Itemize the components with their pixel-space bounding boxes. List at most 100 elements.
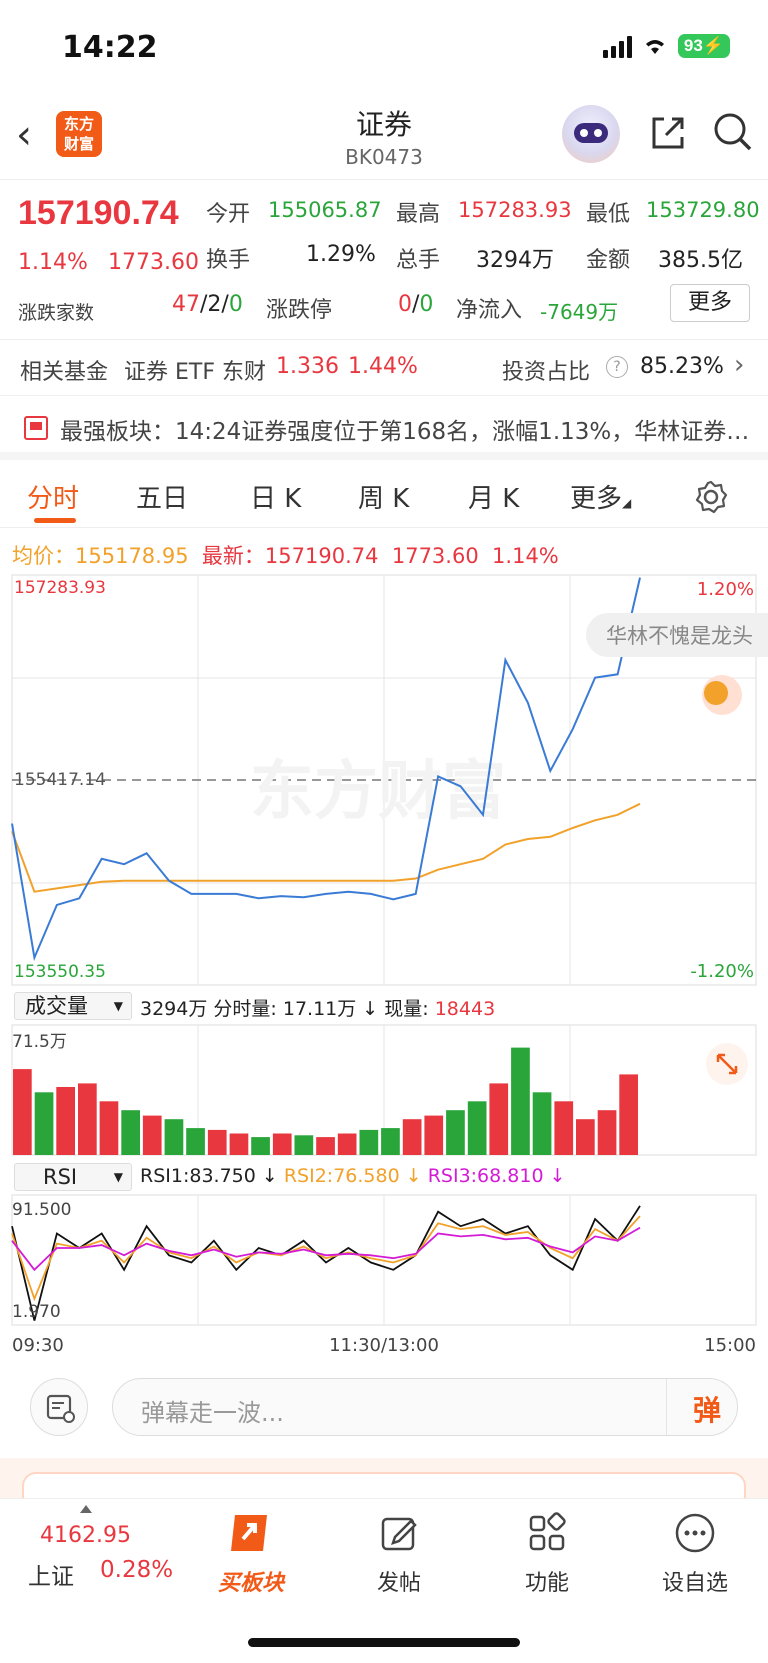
chevron-right-icon[interactable]: › (734, 350, 745, 380)
status-icons: 93⚡ (602, 34, 730, 58)
volume-bar (121, 1110, 140, 1155)
tab-daily-k[interactable]: 日 K (250, 484, 302, 514)
page-title: 证券 (355, 108, 412, 141)
tab-post[interactable]: 发帖 (344, 1511, 454, 1597)
volume-bar (99, 1101, 119, 1155)
home-indicator (248, 1638, 520, 1647)
more-circle-icon (675, 1513, 715, 1553)
rsi2-line (11, 1215, 641, 1302)
x-start-label: 09:30 (12, 1335, 64, 1356)
volume-bar (381, 1128, 400, 1155)
limit-values: 0/0 (398, 292, 434, 317)
edit-icon (381, 1517, 417, 1551)
volume-bar (424, 1115, 444, 1155)
volume-bar (56, 1087, 75, 1155)
volume-bar (142, 1115, 162, 1155)
nav-bar: ‹ 东方 财富 证券 BK0473 (0, 95, 768, 180)
volume-bar (251, 1137, 270, 1155)
robot-avatar[interactable] (562, 105, 620, 163)
intraday-chart[interactable]: 东方财富 157283.93 155417.14 153550.35 1.20%… (0, 573, 768, 1363)
related-fund-row[interactable]: 相关基金 证券 ETF 东财 1.336 1.44% 投资占比 ? 85.23%… (0, 340, 768, 396)
wifi-icon (645, 40, 664, 54)
signal-icon (602, 34, 632, 58)
danmu-bubble[interactable] (586, 613, 768, 657)
up-flat-down: 47/2/0 (172, 292, 243, 317)
vol-max-label: 71.5万 (12, 1032, 67, 1052)
rsi-header: RSI ▼ RSI1:83.750 ↓ RSI2:76.580 ↓ RSI3:68… (12, 1161, 756, 1193)
rank-icon (24, 416, 48, 440)
promo-card (0, 1458, 768, 1512)
amount-value: 385.5亿 (658, 248, 743, 273)
search-icon[interactable] (712, 111, 754, 153)
high-label: 最高 (396, 202, 441, 227)
banner-text: 最强板块：14:24证券强度位于第168名，涨幅1.13%，华林证券涨幅居前 (60, 419, 750, 445)
more-button[interactable]: 更多 (670, 284, 750, 322)
y-bottom-label: 153550.35 (14, 962, 106, 982)
tab-weekly-k[interactable]: 周 K (358, 484, 410, 514)
volume-header: 成交量 ▼ 3294万 分时量: 17.11万 ↓ 现量: 18443 (12, 990, 756, 1022)
volume-bar (229, 1133, 249, 1155)
volume-bar (511, 1047, 530, 1155)
volume-bar (619, 1074, 638, 1155)
volume-bar (554, 1101, 574, 1155)
tab-five-day[interactable]: 五日 (136, 484, 189, 514)
volume-bar (186, 1128, 205, 1155)
buy-sector-icon (231, 1515, 267, 1551)
low-value: 153729.80 (646, 198, 760, 222)
ratio-value: 85.23% (640, 354, 724, 379)
help-icon[interactable]: ? (606, 356, 628, 378)
pct-top-label: 1.20% (697, 579, 754, 600)
fund-pct: 1.44% (348, 354, 418, 379)
danmu-settings-icon[interactable] (30, 1378, 88, 1436)
gear-icon[interactable] (694, 480, 728, 514)
high-value: 157283.93 (458, 198, 572, 222)
inflow-value: -7649万 (540, 300, 619, 324)
bottom-tab-bar: 4162.95 上证 0.28% 买板块 发帖 功能 设自选 (0, 1498, 768, 1663)
indicator-dropdown-volume[interactable]: 成交量 ▼ (14, 992, 132, 1020)
ratio-label: 投资占比 (502, 360, 591, 385)
danmu-input-row: 弹幕走一波... 弹 (0, 1360, 768, 1460)
tab-underline (34, 518, 76, 523)
index-name[interactable]: 上证 (28, 1564, 74, 1590)
rsi3-line (11, 1226, 641, 1272)
pct-bottom-label: -1.20% (690, 961, 754, 982)
y-mid-label: 155417.14 (14, 770, 106, 790)
x-mid-label: 11:30/13:00 (329, 1335, 439, 1356)
danmu-send-button[interactable]: 弹 (692, 1394, 721, 1427)
change-value: 1773.60 (108, 250, 199, 275)
volume-bar (467, 1101, 487, 1155)
strongest-sector-banner[interactable]: 最强板块：14:24证券强度位于第168名，涨幅1.13%，华林证券涨幅居前 (0, 396, 768, 460)
back-icon[interactable]: ‹ (16, 112, 32, 158)
tab-monthly-k[interactable]: 月 K (468, 484, 520, 514)
indicator-dropdown-rsi[interactable]: RSI ▼ (14, 1163, 132, 1191)
volume-bar (78, 1083, 97, 1155)
open-value: 155065.87 (268, 198, 382, 222)
volume-bar (34, 1092, 54, 1155)
danmu-input[interactable]: 弹幕走一波... 弹 (112, 1378, 738, 1436)
avg-price-line (11, 802, 641, 893)
fund-name: 证券 ETF 东财 (124, 360, 266, 385)
grid-icon (529, 1512, 566, 1551)
turnover-value: 1.29% (306, 242, 376, 267)
watermark: 东方财富 (250, 755, 506, 827)
tab-more[interactable]: 更多◢ (570, 484, 632, 514)
avg-line-info: 均价：155178.95 最新：157190.74 1773.60 1.14% (12, 544, 559, 568)
tab-buy-sector[interactable]: 买板块 (196, 1511, 306, 1597)
x-end-label: 15:00 (704, 1335, 756, 1356)
expand-up-icon[interactable] (80, 1505, 92, 1513)
latest-price-line (11, 577, 641, 962)
low-label: 最低 (586, 202, 631, 227)
app-logo[interactable]: 东方 财富 (56, 111, 102, 157)
volume-bar (337, 1133, 357, 1155)
count-label: 涨跌家数 (18, 302, 95, 324)
volume-bar (597, 1110, 617, 1155)
rsi-top-label: 91.500 (12, 1200, 71, 1220)
fund-label: 相关基金 (20, 360, 109, 385)
index-value[interactable]: 4162.95 (40, 1523, 131, 1548)
index-pct[interactable]: 0.28% (100, 1557, 174, 1583)
tab-intraday[interactable]: 分时 (27, 484, 80, 514)
limit-label: 涨跌停 (266, 298, 333, 323)
share-icon[interactable] (648, 113, 688, 153)
tab-functions[interactable]: 功能 (492, 1511, 602, 1597)
tab-add-watchlist[interactable]: 设自选 (640, 1511, 750, 1597)
